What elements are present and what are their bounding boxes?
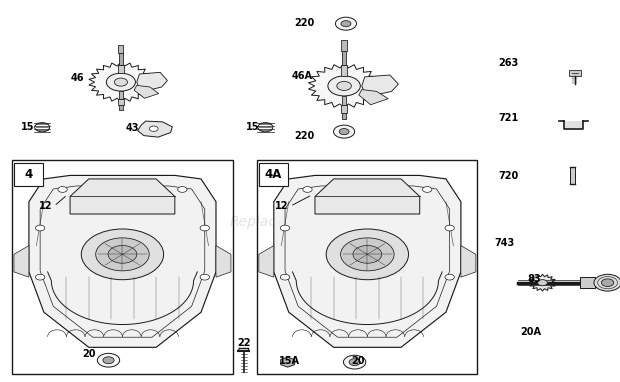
Circle shape [58, 186, 67, 192]
Circle shape [328, 76, 360, 96]
Bar [119, 105, 123, 110]
Polygon shape [70, 179, 175, 214]
Text: 46: 46 [70, 73, 84, 83]
Polygon shape [274, 175, 461, 347]
Circle shape [35, 274, 45, 280]
Bar [342, 50, 347, 65]
Circle shape [601, 279, 614, 286]
Bar [580, 277, 595, 288]
Circle shape [340, 238, 394, 271]
Text: ReplacementParts.com: ReplacementParts.com [229, 215, 391, 228]
Polygon shape [362, 75, 399, 96]
Circle shape [341, 21, 351, 27]
Bar [342, 96, 347, 105]
Circle shape [349, 359, 360, 366]
Bar [564, 121, 583, 129]
Bar [341, 105, 347, 113]
Circle shape [326, 229, 409, 280]
Text: 721: 721 [498, 113, 519, 123]
Polygon shape [89, 62, 153, 102]
Circle shape [200, 274, 210, 280]
Bar [118, 45, 123, 53]
Circle shape [81, 229, 164, 280]
Polygon shape [14, 246, 29, 277]
Circle shape [103, 357, 114, 364]
Text: 743: 743 [494, 238, 515, 248]
Circle shape [334, 125, 355, 138]
Polygon shape [134, 86, 159, 98]
Text: 15A: 15A [279, 356, 300, 366]
Text: 15: 15 [246, 122, 259, 132]
Text: 4: 4 [24, 168, 33, 181]
Text: 12: 12 [275, 201, 288, 211]
Circle shape [303, 186, 312, 192]
Polygon shape [309, 64, 379, 108]
Circle shape [445, 274, 454, 280]
Polygon shape [138, 121, 172, 137]
Bar [569, 70, 581, 76]
Circle shape [353, 246, 382, 263]
Circle shape [95, 238, 149, 271]
Polygon shape [216, 246, 231, 277]
Circle shape [339, 129, 349, 135]
Polygon shape [137, 72, 167, 91]
Text: 20: 20 [82, 350, 96, 359]
Text: 220: 220 [294, 131, 315, 141]
Text: 20: 20 [351, 356, 365, 366]
Circle shape [200, 225, 210, 231]
Circle shape [97, 353, 120, 367]
Bar [119, 91, 123, 99]
Polygon shape [529, 274, 556, 291]
Text: 4A: 4A [265, 168, 282, 181]
FancyBboxPatch shape [14, 163, 43, 186]
Circle shape [445, 225, 454, 231]
Text: 46A: 46A [292, 71, 313, 81]
Polygon shape [281, 357, 294, 367]
Polygon shape [259, 246, 274, 277]
Text: 15: 15 [20, 122, 34, 132]
Bar [342, 113, 347, 119]
Text: 720: 720 [498, 171, 519, 181]
Circle shape [423, 186, 432, 192]
Text: 220: 220 [294, 18, 315, 28]
Circle shape [149, 126, 158, 131]
Bar [341, 65, 347, 76]
Bar [118, 99, 123, 105]
Circle shape [35, 225, 45, 231]
FancyBboxPatch shape [259, 163, 288, 186]
Text: 83: 83 [528, 274, 541, 284]
Text: 20A: 20A [520, 327, 541, 337]
Circle shape [280, 274, 290, 280]
Bar [119, 53, 123, 65]
Circle shape [538, 280, 547, 286]
Bar [570, 167, 575, 184]
Circle shape [107, 73, 135, 91]
Bar [342, 40, 347, 50]
Circle shape [280, 225, 290, 231]
Bar [118, 65, 123, 73]
Circle shape [178, 186, 187, 192]
Text: 263: 263 [498, 58, 519, 68]
Polygon shape [461, 246, 476, 277]
Circle shape [594, 274, 620, 291]
Polygon shape [29, 175, 216, 347]
Circle shape [335, 17, 356, 30]
Text: 43: 43 [126, 123, 140, 133]
Circle shape [108, 246, 137, 263]
Polygon shape [359, 90, 388, 105]
Polygon shape [315, 179, 420, 214]
Text: 12: 12 [38, 201, 52, 211]
Circle shape [343, 355, 366, 369]
Text: 22: 22 [237, 338, 250, 348]
Circle shape [114, 78, 128, 86]
Circle shape [337, 81, 352, 91]
